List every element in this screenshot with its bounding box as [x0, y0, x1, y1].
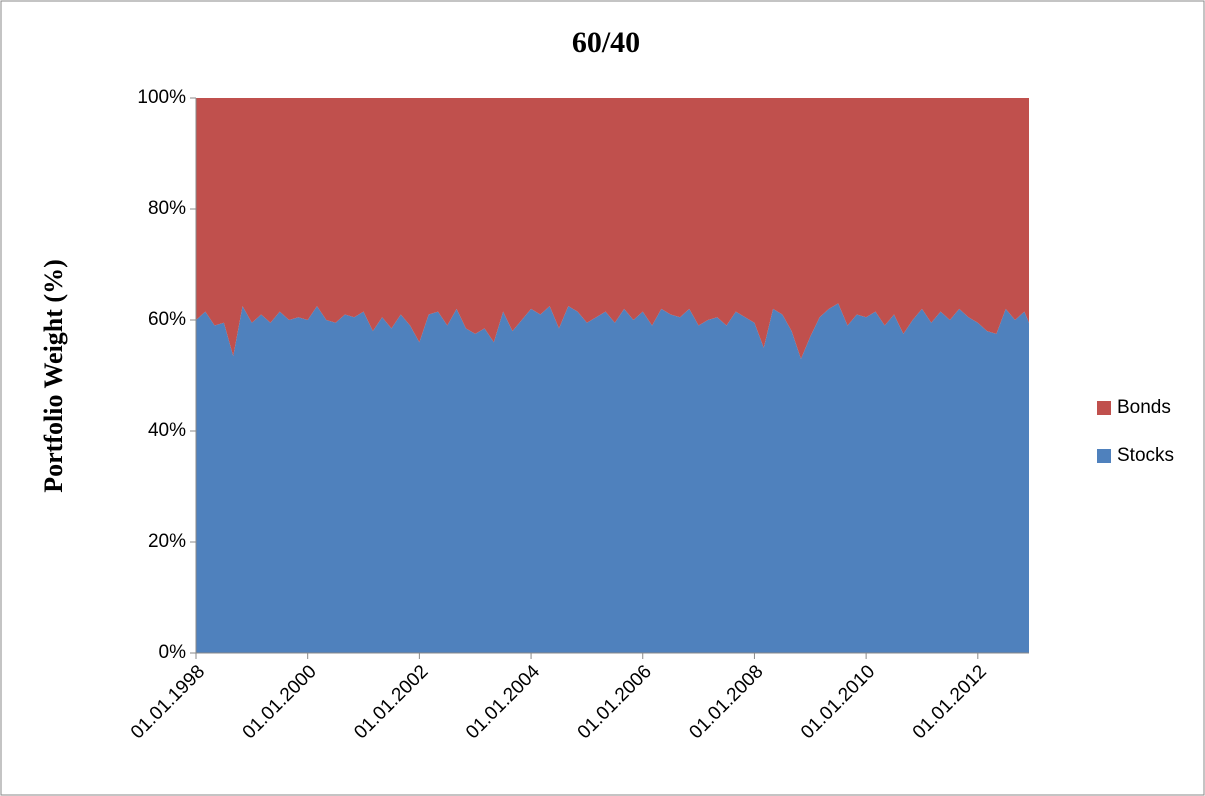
legend-swatch: [1097, 449, 1111, 463]
legend-label: Bonds: [1117, 397, 1171, 418]
legend-swatch: [1097, 401, 1111, 415]
area-stocks: [196, 303, 1029, 653]
area-bonds: [196, 98, 1029, 359]
y-axis-label: Portfolio Weight (%): [39, 259, 68, 492]
y-tick-label: 20%: [148, 531, 186, 552]
y-tick-label: 60%: [148, 309, 186, 330]
chart-title: 60/40: [572, 26, 640, 59]
y-tick-label: 100%: [137, 87, 186, 108]
legend-label: Stocks: [1117, 445, 1174, 466]
y-tick-label: 40%: [148, 420, 186, 441]
y-tick-label: 0%: [159, 642, 187, 663]
y-tick-label: 80%: [148, 198, 186, 219]
